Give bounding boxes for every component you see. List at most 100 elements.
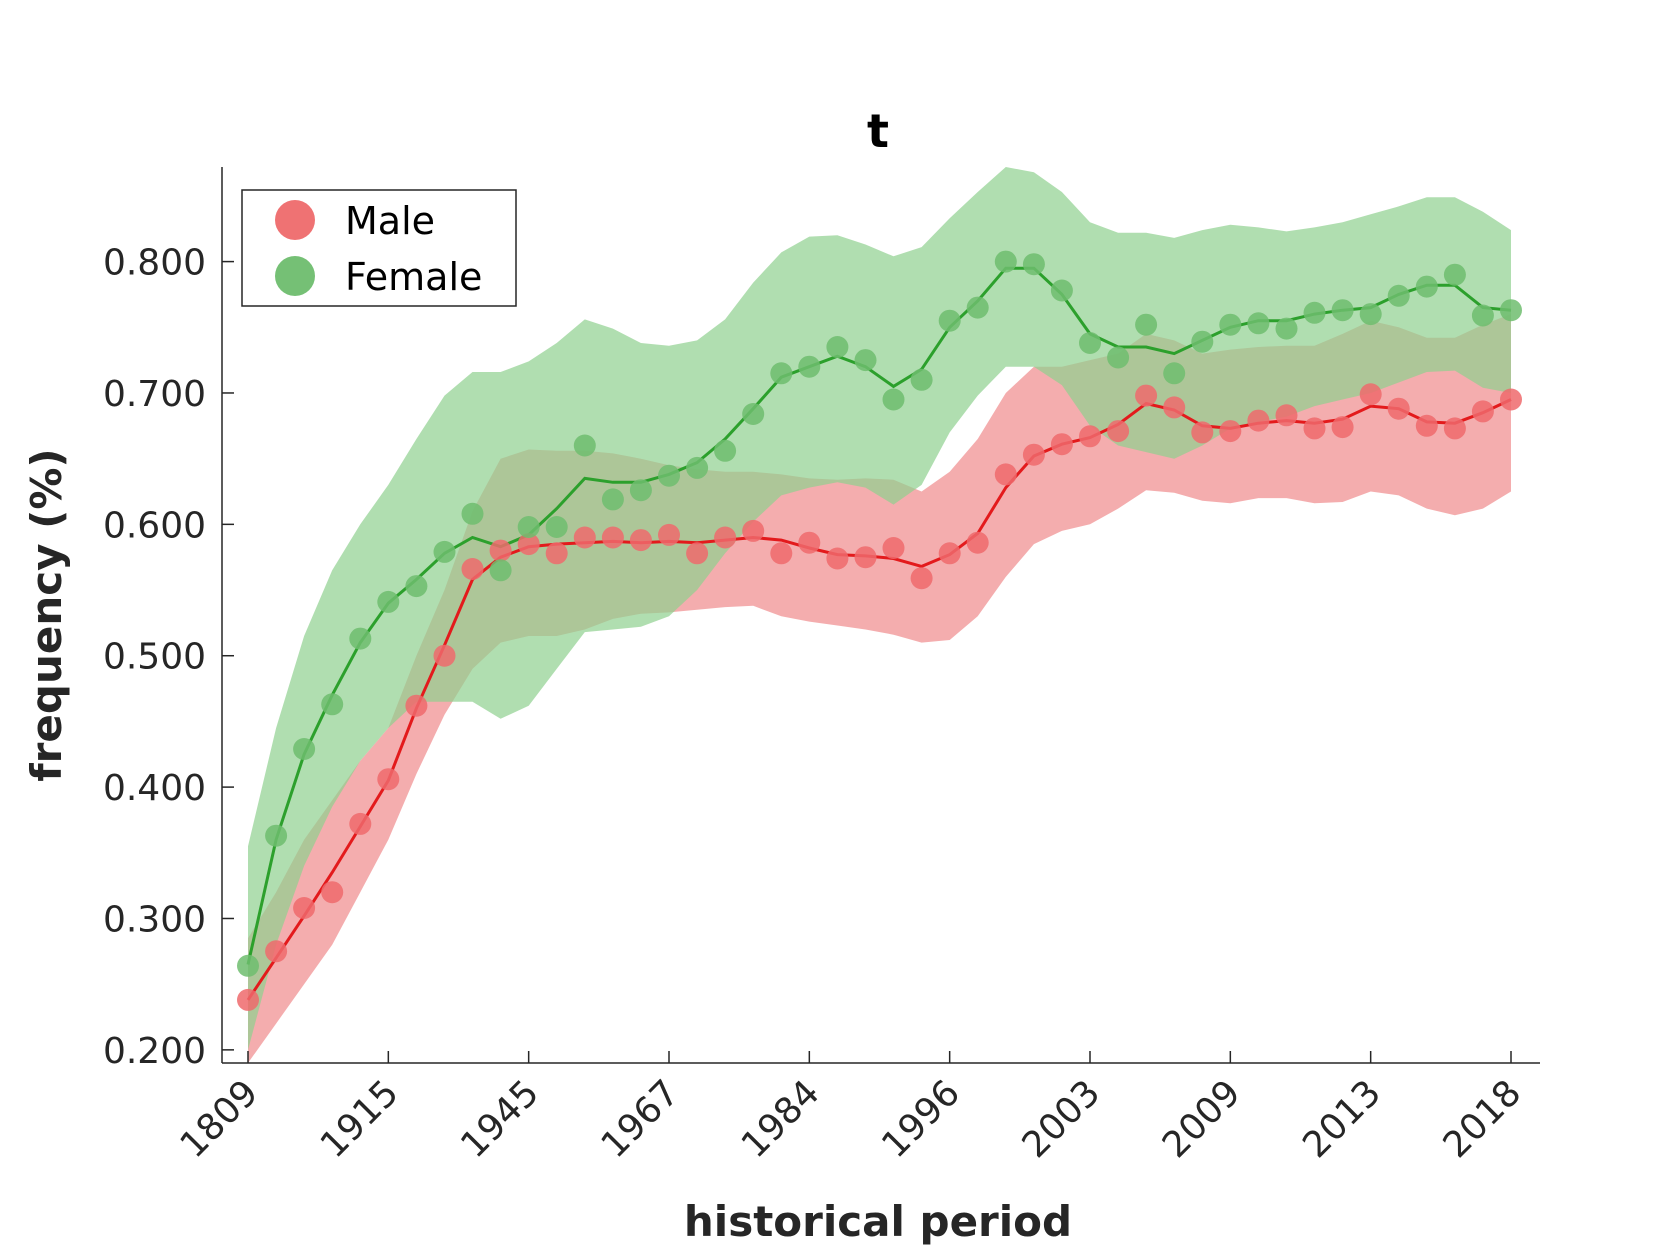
- point-male: [770, 542, 793, 565]
- point-male: [517, 533, 540, 556]
- y-tick-label: 0.200: [103, 1031, 206, 1072]
- point-female: [349, 627, 372, 650]
- y-tick-label: 0.400: [103, 768, 206, 809]
- point-female: [1191, 330, 1214, 353]
- point-male: [461, 558, 484, 580]
- point-female: [601, 488, 624, 511]
- chart-title: t: [867, 104, 889, 158]
- point-female: [1275, 317, 1298, 340]
- x-tick-label: 2003: [1015, 1072, 1109, 1166]
- point-female: [1415, 275, 1438, 298]
- point-male: [714, 526, 737, 549]
- point-female: [826, 336, 849, 358]
- point-male: [1219, 420, 1242, 443]
- point-male: [910, 567, 933, 590]
- point-female: [321, 693, 344, 716]
- point-male: [1107, 420, 1130, 443]
- point-female: [1050, 279, 1073, 302]
- point-male: [1050, 433, 1073, 456]
- x-axis-ticks: 1809 1915 1945 1967 1984 1996 2003 2009 2013 2018: [173, 1051, 1530, 1166]
- legend: Male Female: [241, 189, 517, 307]
- x-tick-label: 1809: [173, 1072, 267, 1166]
- band-female: [248, 167, 1511, 1050]
- x-axis-title: historical period: [684, 1197, 1072, 1246]
- point-female: [1443, 263, 1466, 286]
- point-female: [1387, 284, 1410, 307]
- x-tick-label: 1996: [874, 1072, 968, 1166]
- legend-label-female: Female: [345, 255, 482, 299]
- point-male: [349, 812, 372, 835]
- legend-marker-male: [275, 200, 315, 240]
- point-female: [1359, 303, 1382, 326]
- point-male: [1443, 417, 1466, 440]
- point-female: [293, 738, 316, 760]
- point-female: [573, 434, 596, 457]
- point-female: [714, 439, 737, 462]
- point-male: [938, 542, 961, 565]
- point-male: [1022, 443, 1045, 466]
- point-female: [265, 824, 288, 847]
- y-tick-label: 0.700: [103, 374, 206, 415]
- point-female: [1331, 299, 1354, 322]
- point-female: [461, 502, 484, 525]
- point-male: [1275, 404, 1298, 427]
- point-female: [1022, 253, 1045, 276]
- y-tick-label: 0.500: [103, 637, 206, 678]
- point-male: [742, 519, 765, 542]
- point-male: [1163, 396, 1186, 419]
- point-female: [1219, 313, 1242, 336]
- point-female: [658, 464, 680, 487]
- point-female: [1107, 346, 1130, 369]
- point-female: [1163, 362, 1186, 385]
- y-axis-ticks: 0.200 0.300 0.400 0.500 0.600 0.700 0.800: [103, 243, 234, 1072]
- x-tick-label: 1945: [453, 1072, 547, 1166]
- legend-marker-female: [275, 256, 315, 296]
- point-female: [377, 590, 400, 613]
- x-tick-label: 2018: [1436, 1072, 1530, 1166]
- point-female: [742, 403, 765, 425]
- point-female: [1303, 301, 1326, 324]
- point-male: [966, 531, 989, 554]
- point-male: [629, 529, 652, 552]
- x-tick-label: 1915: [313, 1072, 407, 1166]
- point-male: [405, 694, 428, 717]
- point-male: [573, 526, 596, 549]
- point-male: [545, 542, 568, 565]
- point-female: [517, 516, 540, 538]
- point-female: [405, 575, 428, 598]
- point-female: [1500, 299, 1522, 322]
- x-tick-label: 2013: [1295, 1072, 1389, 1166]
- point-male: [686, 542, 709, 565]
- point-male: [1359, 383, 1382, 406]
- point-male: [1500, 388, 1522, 411]
- point-female: [433, 540, 456, 563]
- point-male: [377, 768, 400, 791]
- trend-lines: [246, 266, 1512, 1001]
- trend-line-male: [246, 398, 1512, 1001]
- data-markers: [237, 250, 1522, 1011]
- point-male: [1079, 425, 1101, 448]
- point-female: [1247, 312, 1270, 335]
- point-male: [237, 988, 259, 1011]
- point-male: [321, 881, 344, 904]
- x-tick-label: 1967: [594, 1072, 688, 1166]
- point-female: [1135, 313, 1158, 336]
- point-female: [1079, 332, 1101, 354]
- point-male: [1387, 397, 1410, 420]
- legend-label-male: Male: [345, 199, 435, 243]
- x-tick-label: 1984: [734, 1072, 828, 1166]
- point-male: [1247, 409, 1270, 432]
- point-male: [489, 539, 512, 562]
- x-tick-label: 2009: [1155, 1072, 1249, 1166]
- point-male: [994, 463, 1017, 486]
- point-female: [938, 309, 961, 332]
- point-male: [601, 526, 624, 549]
- point-female: [629, 479, 652, 502]
- y-tick-label: 0.800: [103, 243, 206, 284]
- point-male: [1135, 384, 1158, 407]
- point-male: [1303, 417, 1326, 440]
- point-male: [293, 897, 316, 919]
- point-female: [910, 368, 933, 391]
- point-female: [237, 954, 259, 977]
